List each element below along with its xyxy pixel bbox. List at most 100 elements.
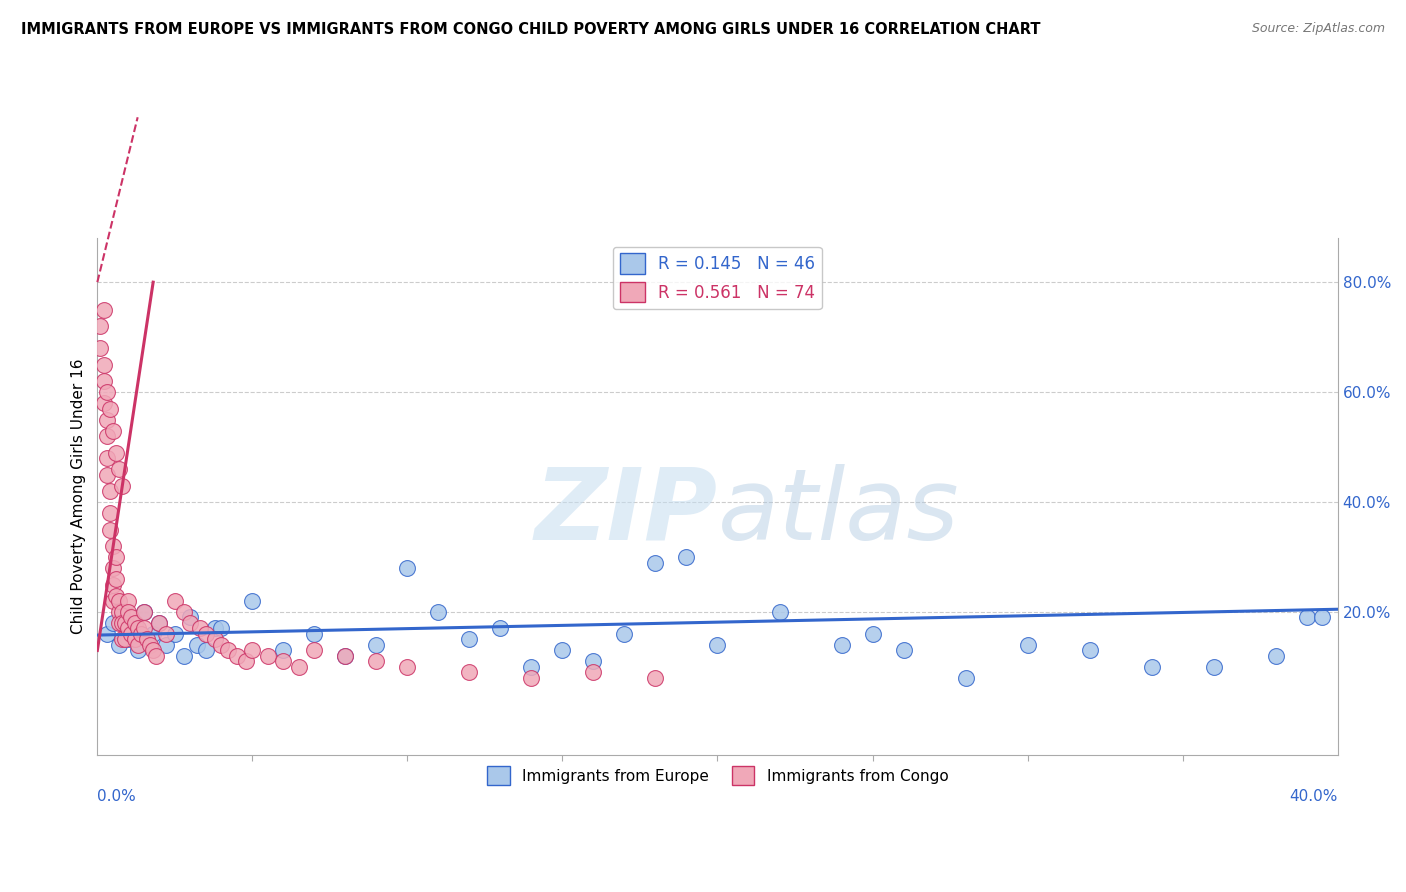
Point (132, 605, 155, 619)
Point (893, 643, 915, 657)
Point (335, 648, 357, 663)
Point (1295, 610, 1317, 624)
Point (955, 671, 977, 685)
Point (1264, 648, 1286, 663)
Point (127, 638, 149, 652)
Point (1202, 660, 1225, 674)
Point (520, 671, 543, 685)
Point (117, 622, 139, 636)
Legend: R = 0.145   N = 46, R = 0.561   N = 74: R = 0.145 N = 46, R = 0.561 N = 74 (613, 246, 823, 309)
Point (194, 627, 217, 641)
Point (101, 539, 124, 553)
Point (142, 627, 165, 641)
Point (145, 648, 167, 663)
Point (675, 549, 697, 564)
Point (104, 445, 127, 459)
Point (520, 660, 543, 674)
Point (98, 506, 121, 520)
Point (613, 627, 636, 641)
Point (155, 638, 177, 652)
Point (204, 632, 226, 647)
Point (582, 665, 605, 680)
Point (117, 605, 139, 619)
Point (458, 665, 481, 680)
Point (101, 577, 124, 591)
Point (458, 632, 481, 647)
Point (396, 561, 419, 575)
Y-axis label: Child Poverty Among Girls Under 16: Child Poverty Among Girls Under 16 (72, 359, 86, 634)
Point (111, 632, 134, 647)
Point (163, 594, 186, 608)
Point (242, 643, 264, 657)
Point (194, 643, 217, 657)
Point (96, 467, 118, 482)
Point (644, 556, 666, 570)
Point (862, 627, 884, 641)
Point (366, 655, 388, 669)
Point (644, 671, 666, 685)
Text: 40.0%: 40.0% (1289, 789, 1337, 804)
Point (257, 648, 280, 663)
Point (335, 648, 357, 663)
Point (108, 462, 131, 476)
Point (111, 605, 134, 619)
Point (93, 302, 115, 317)
Point (108, 615, 131, 630)
Point (136, 632, 159, 647)
Point (427, 605, 450, 619)
Point (489, 622, 512, 636)
Point (89, 341, 111, 355)
Point (120, 610, 142, 624)
Point (101, 424, 124, 438)
Text: 0.0%: 0.0% (97, 789, 136, 804)
Point (396, 660, 419, 674)
Point (114, 615, 136, 630)
Point (93, 374, 115, 388)
Point (273, 643, 295, 657)
Point (304, 643, 326, 657)
Point (235, 655, 257, 669)
Point (1017, 638, 1039, 652)
Point (186, 638, 208, 652)
Text: Source: ZipAtlas.com: Source: ZipAtlas.com (1251, 22, 1385, 36)
Text: ZIP: ZIP (534, 464, 717, 560)
Point (132, 622, 155, 636)
Point (366, 638, 388, 652)
Point (148, 615, 170, 630)
Point (124, 632, 146, 647)
Point (89, 319, 111, 334)
Point (96, 451, 118, 466)
Point (104, 589, 127, 603)
Point (111, 615, 134, 630)
Point (242, 594, 264, 608)
Point (98, 401, 121, 416)
Point (706, 638, 728, 652)
Point (124, 615, 146, 630)
Text: IMMIGRANTS FROM EUROPE VS IMMIGRANTS FROM CONGO CHILD POVERTY AMONG GIRLS UNDER : IMMIGRANTS FROM EUROPE VS IMMIGRANTS FRO… (21, 22, 1040, 37)
Point (142, 643, 165, 657)
Point (108, 638, 131, 652)
Point (225, 648, 247, 663)
Point (582, 655, 605, 669)
Point (179, 610, 201, 624)
Point (101, 594, 124, 608)
Point (155, 627, 177, 641)
Point (217, 643, 239, 657)
Point (111, 478, 134, 492)
Point (108, 605, 131, 619)
Point (288, 660, 311, 674)
Point (98, 484, 121, 499)
Point (120, 627, 142, 641)
Point (179, 615, 201, 630)
Point (1310, 610, 1333, 624)
Point (104, 572, 127, 586)
Point (117, 594, 139, 608)
Point (163, 627, 186, 641)
Point (148, 615, 170, 630)
Point (96, 385, 118, 400)
Point (129, 627, 152, 641)
Point (127, 622, 149, 636)
Point (831, 638, 853, 652)
Point (96, 627, 118, 641)
Point (127, 643, 149, 657)
